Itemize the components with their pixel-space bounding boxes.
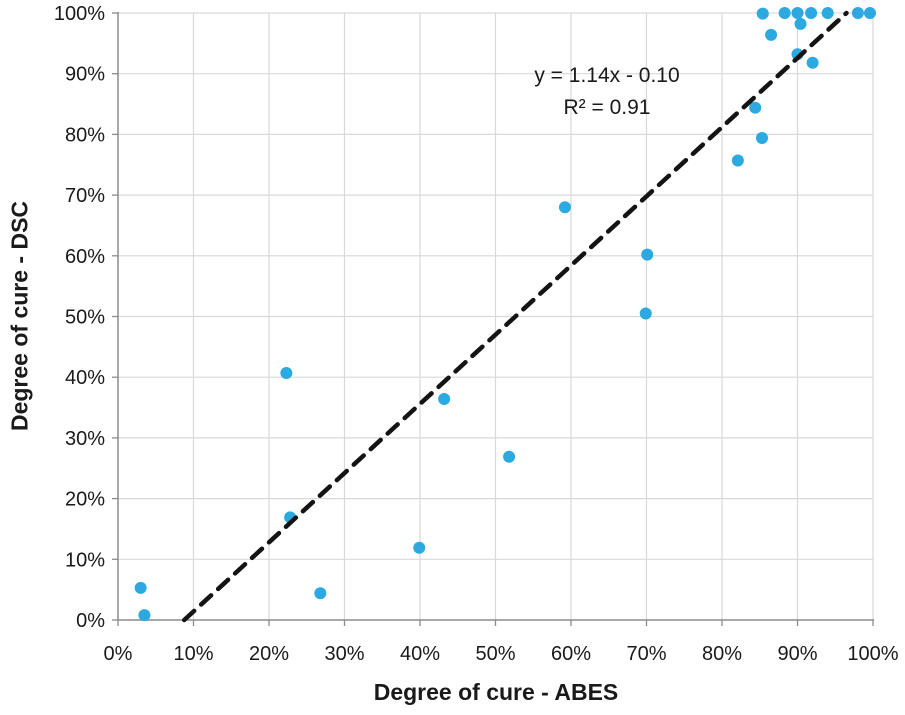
y-tick-label: 50% (65, 307, 105, 329)
data-point (413, 541, 426, 554)
data-point (438, 393, 451, 406)
data-point (791, 7, 804, 19)
x-tick-label: 0% (104, 643, 133, 665)
y-tick-label: 10% (65, 549, 105, 571)
x-tick-label: 100% (847, 643, 898, 665)
x-tick-label: 20% (249, 643, 289, 665)
y-axis-title: Degree of cure - DSC (6, 200, 33, 432)
x-tick-label: 10% (173, 643, 213, 665)
y-tick-label: 20% (65, 489, 105, 511)
data-point (805, 7, 818, 19)
data-point (558, 201, 571, 214)
data-point (749, 101, 762, 114)
x-axis-title: Degree of cure - ABES (373, 679, 619, 705)
x-tick-label: 40% (400, 643, 440, 665)
trendline (181, 10, 849, 623)
data-point (138, 609, 151, 622)
data-point (851, 7, 864, 19)
data-point (765, 28, 778, 41)
data-point (863, 7, 876, 19)
x-tick-label: 80% (702, 643, 742, 665)
trendline-r-squared: R² = 0.91 (563, 96, 651, 119)
x-tick-label: 30% (324, 643, 364, 665)
data-point (503, 450, 516, 463)
y-tick-label: 60% (65, 246, 105, 268)
data-point (314, 587, 327, 600)
data-point (134, 581, 147, 594)
data-point (280, 366, 293, 379)
data-point (806, 56, 819, 69)
x-tick-label: 90% (777, 643, 817, 665)
data-point (756, 7, 769, 20)
x-tick-label: 60% (551, 643, 591, 665)
data-point (731, 154, 744, 167)
y-tick-label: 90% (65, 64, 105, 86)
data-point (641, 248, 654, 261)
trendline-equation: y = 1.14x - 0.10 (534, 64, 680, 87)
data-point (756, 132, 769, 145)
y-tick-label: 0% (76, 610, 105, 632)
data-point (794, 17, 807, 30)
data-point (639, 307, 652, 320)
y-tick-label: 100% (54, 3, 105, 25)
y-tick-label: 70% (65, 185, 105, 207)
y-tick-label: 30% (65, 428, 105, 450)
y-tick-label: 80% (65, 124, 105, 146)
x-tick-label: 70% (626, 643, 666, 665)
x-tick-label: 50% (475, 643, 515, 665)
trendline-annotation: y = 1.14x - 0.10 R² = 0.91 (534, 60, 679, 124)
data-point (778, 7, 791, 19)
y-tick-label: 40% (65, 367, 105, 389)
data-point (821, 7, 834, 19)
